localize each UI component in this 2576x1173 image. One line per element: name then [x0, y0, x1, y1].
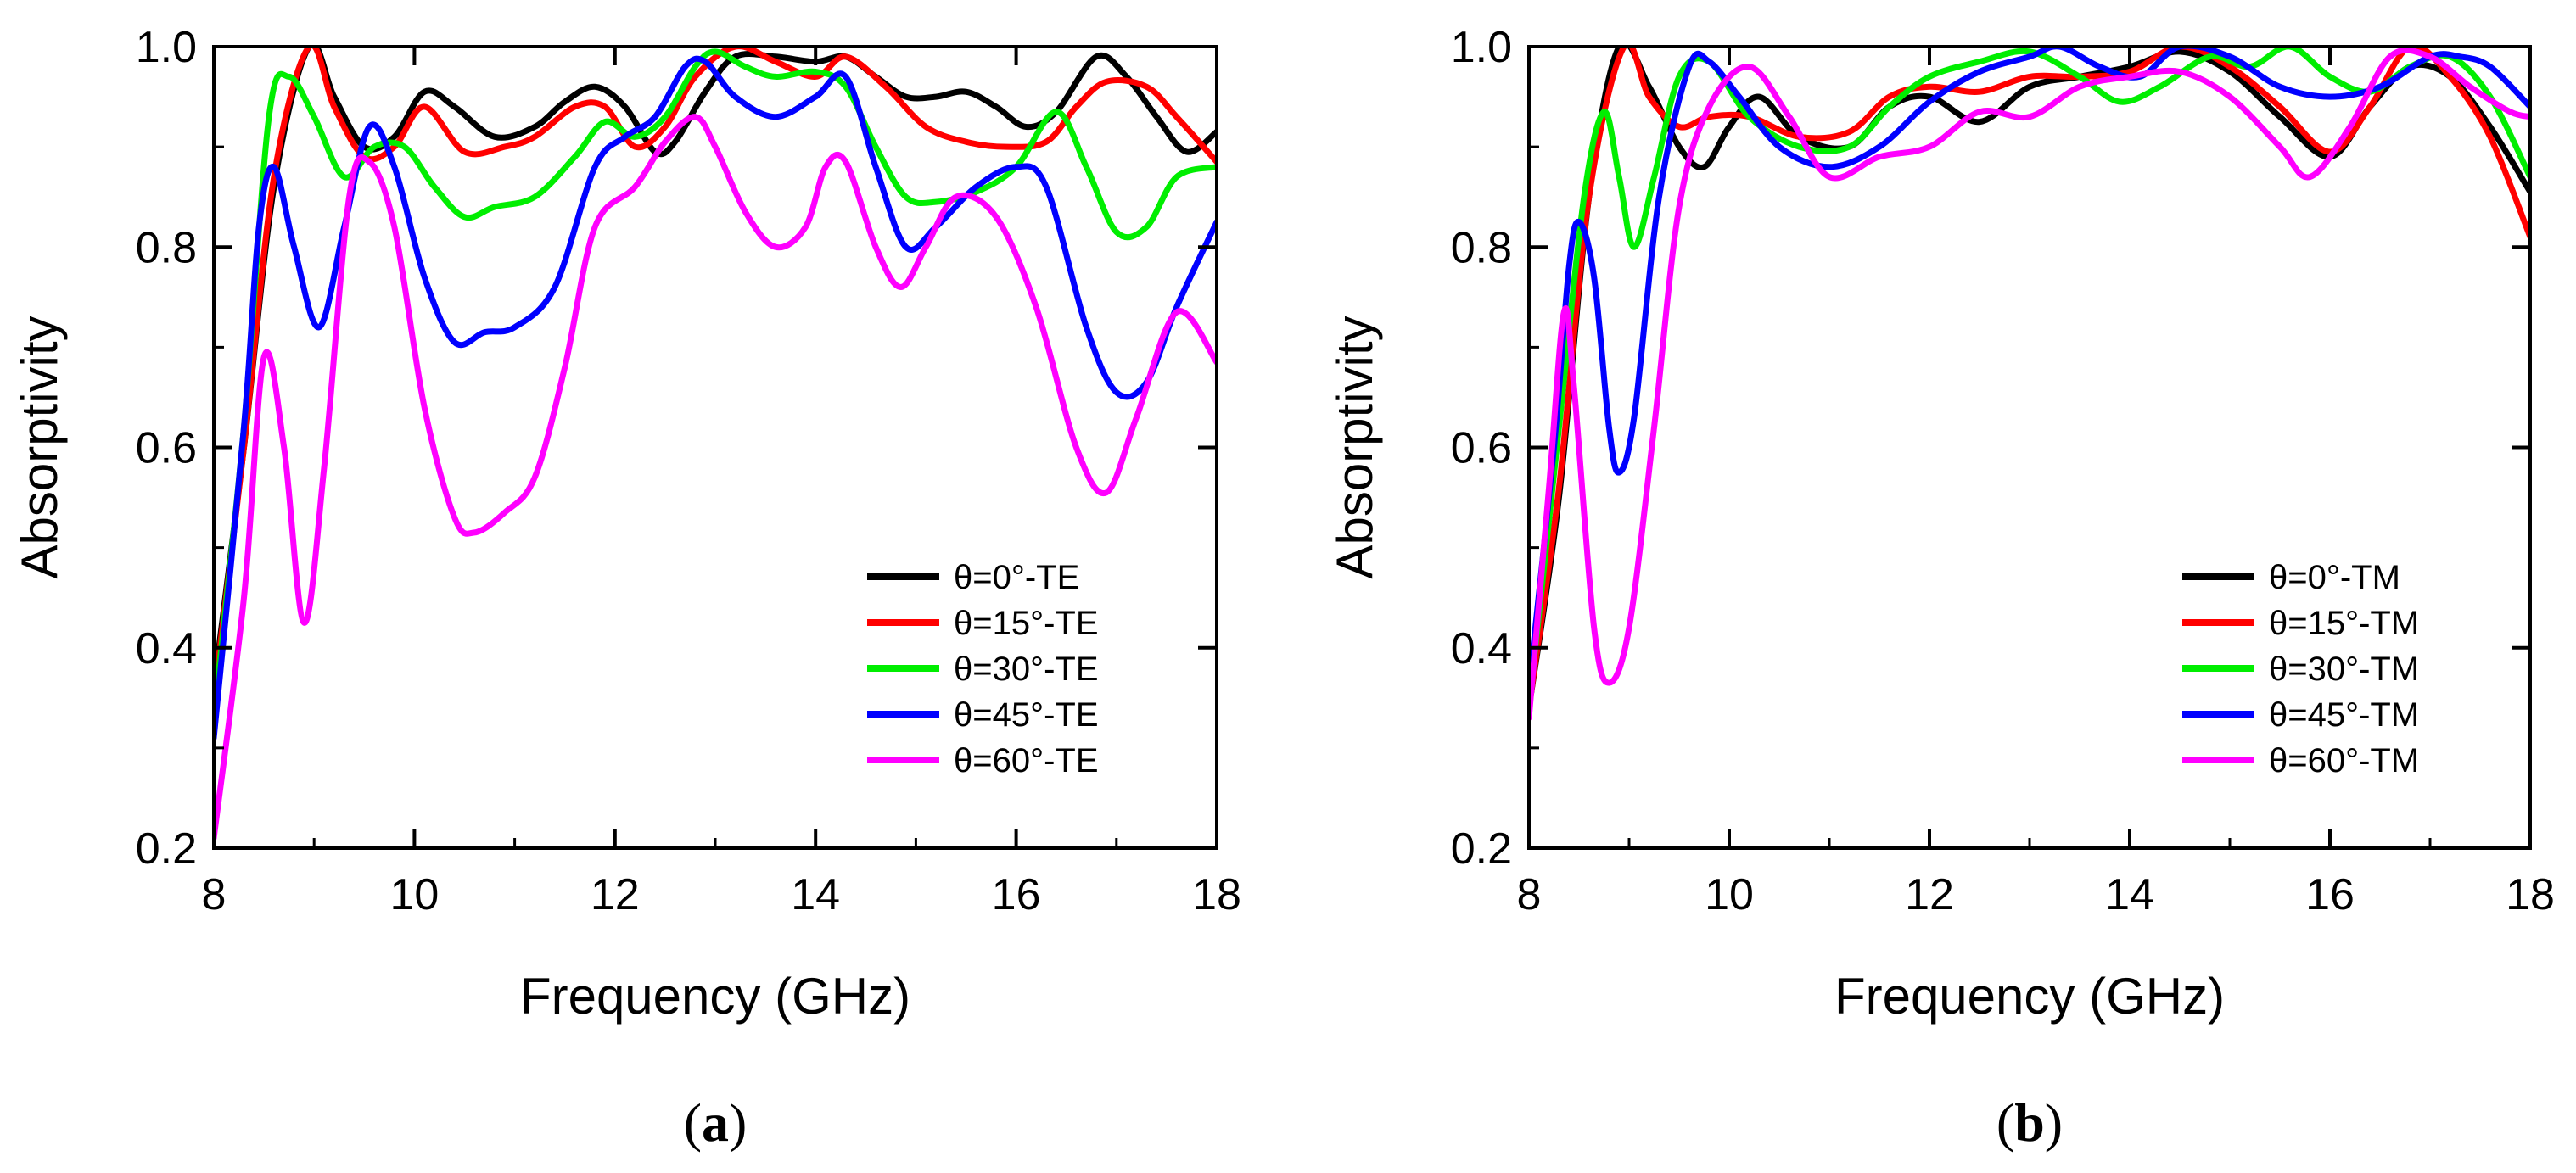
panel-b-y-tick-label: 0.6 [1451, 424, 1512, 473]
panel-b-x-tick-label: 14 [2105, 870, 2154, 919]
panel-b-legend-label-1: θ=15°-TM [2269, 605, 2419, 642]
panel-a-series-line-0 [214, 47, 1217, 691]
panel-b-legend: θ=0°-TM θ=15°-TM θ=30°-TM θ=45°-TM θ=60°-TM [2182, 559, 2419, 779]
panel-a-legend-label-4: θ=60°-TE [954, 742, 1099, 779]
panel-b-legend-label-4: θ=60°-TM [2269, 742, 2419, 779]
panel-a-legend: θ=0°-TE θ=15°-TE θ=30°-TE θ=45°-TE θ=60°-TE [867, 559, 1099, 779]
panel-b-legend-label-3: θ=45°-TM [2269, 696, 2419, 734]
panel-a-y-axis-title: Absorptivity [11, 316, 68, 578]
panel-a-legend-label-0: θ=0°-TE [954, 559, 1079, 596]
panel-a-legend-label-1: θ=15°-TE [954, 605, 1099, 642]
panel-a: 8 10 12 14 16 18 0.2 0.4 0.6 0.8 1.0 Frequency (GHz… [11, 23, 1241, 1153]
panel-a-x-tick-label: 12 [591, 870, 640, 919]
panel-b-series-line-1 [1529, 47, 2530, 712]
panel-b-series-line-2 [1529, 47, 2530, 712]
panel-a-x-tick-label: 18 [1192, 870, 1241, 919]
panel-b-series [1529, 47, 2530, 721]
panel-b-x-axis-title: Frequency (GHz) [1834, 968, 2225, 1025]
panel-a-y-tick-label: 0.6 [136, 424, 197, 473]
panel-b-y-tick-label: 1.0 [1451, 23, 1512, 72]
panel-a-label: (a) [684, 1092, 748, 1153]
panel-b-x-tick-label: 16 [2305, 870, 2355, 919]
panel-b-x-tick-label: 10 [1705, 870, 1754, 919]
panel-b-x-tick-label: 12 [1905, 870, 1954, 919]
panel-b-y-tick-label: 0.4 [1451, 624, 1512, 673]
panel-b-y-tick-label: 0.8 [1451, 223, 1512, 272]
panel-b-label: (b) [1996, 1092, 2063, 1153]
panel-b-series-line-4 [1529, 47, 2530, 721]
panel-a-x-tick-label: 16 [992, 870, 1041, 919]
panel-a-series-line-3 [214, 55, 1217, 741]
panel-a-label-close: ) [729, 1092, 747, 1153]
panel-b-x-tick-label: 8 [1517, 870, 1542, 919]
panel-a-y-tick-label: 0.4 [136, 624, 197, 673]
panel-a-x-tick-label: 14 [791, 870, 840, 919]
panel-b-label-open: ( [1996, 1092, 2014, 1153]
panel-a-y-tick-label: 0.8 [136, 223, 197, 272]
panel-b-y-axis-title: Absorptivity [1326, 316, 1383, 578]
panel-a-x-tick-label: 10 [389, 870, 439, 919]
panel-a-series-line-2 [214, 48, 1217, 721]
panel-b-legend-label-2: θ=30°-TM [2269, 651, 2419, 688]
panel-b-label-letter: b [2014, 1092, 2045, 1153]
panel-a-label-letter: a [702, 1092, 729, 1153]
panel-a-series-line-4 [214, 114, 1217, 841]
panel-a-legend-label-2: θ=30°-TE [954, 651, 1099, 688]
panel-a-x-axis-title: Frequency (GHz) [520, 968, 910, 1025]
panel-b-series-line-3 [1529, 47, 2530, 691]
panel-b-x-tick-label: 18 [2506, 870, 2555, 919]
panel-a-legend-label-3: θ=45°-TE [954, 696, 1099, 734]
panel-b-y-tick-label: 0.2 [1451, 824, 1512, 874]
panel-a-y-tick-label: 1.0 [136, 23, 197, 72]
panel-a-y-tick-label: 0.2 [136, 824, 197, 874]
panel-a-x-tick-label: 8 [202, 870, 227, 919]
panel-b-legend-label-0: θ=0°-TM [2269, 559, 2400, 596]
panel-a-label-open: ( [684, 1092, 702, 1153]
panel-b-label-close: ) [2045, 1092, 2063, 1153]
panel-b: 8 10 12 14 16 18 0.2 0.4 0.6 0.8 1.0 Frequency (GHz… [1326, 23, 2555, 1153]
